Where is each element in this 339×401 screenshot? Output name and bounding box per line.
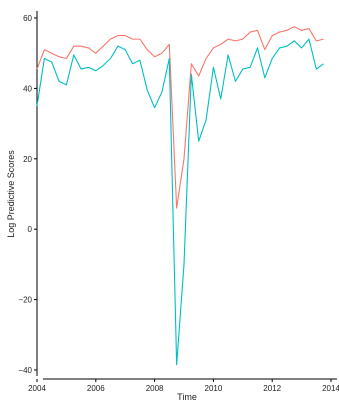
y-tick-label: 60 [23,14,32,23]
x-tick-label: 2008 [146,384,164,393]
series-layer [36,26,324,366]
x-tick-label: 2004 [28,384,46,393]
plot-area: −40 −20 0 20 40 60 2004 2006 2008 2010 2012 2014 [18,11,339,393]
x-tick-label: 2012 [263,384,281,393]
series-line-1 [36,26,324,209]
y-tick-label: 0 [28,225,33,234]
y-axis-title: Log Predictive Scores [6,150,16,238]
x-axis-ticks: 2004 2006 2008 2010 2012 2014 [28,379,339,393]
x-tick-label: 2010 [205,384,223,393]
y-tick-label: 40 [23,84,32,93]
y-tick-label: 20 [23,155,32,164]
x-axis-title: Time [177,392,197,401]
y-axis-ticks: −40 −20 0 20 40 60 [18,14,37,375]
y-tick-label: −20 [18,296,32,305]
x-tick-label: 2014 [322,384,339,393]
y-tick-label: −40 [18,366,32,375]
x-tick-label: 2006 [87,384,105,393]
series-line-2 [36,38,324,366]
